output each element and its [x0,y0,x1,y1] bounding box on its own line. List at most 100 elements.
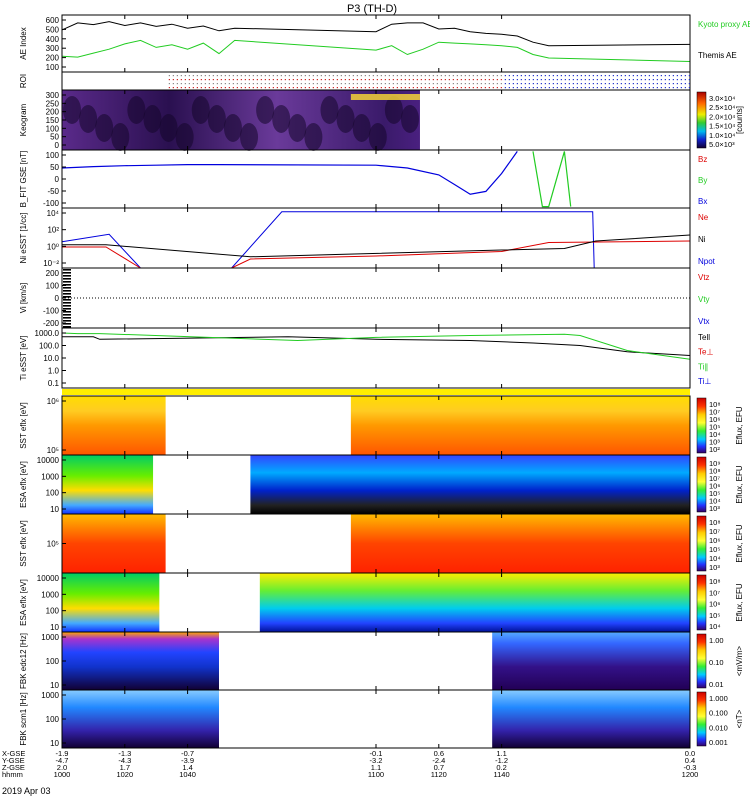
roi-mark [248,87,250,89]
roi-mark [352,75,354,77]
roi-mark [540,87,542,89]
roi-mark [508,83,510,85]
colorbar-tick-label: 10⁴ [709,430,721,439]
colorbar [696,633,707,689]
roi-mark [660,75,662,77]
y-tick-label: 50 [50,163,59,172]
series-npot [61,211,603,269]
roi-mark [368,83,370,85]
roi-mark [408,79,410,81]
roi-mark [564,87,566,89]
roi-mark [532,87,534,89]
roi-mark [624,79,626,81]
spectrogram-segment [492,690,690,748]
roi-mark [672,79,674,81]
colorbar-tick-label: 10⁴ [709,554,721,563]
legend-entry: Ti∥ [698,362,708,371]
ae-frame [61,14,691,73]
roi-mark [632,79,634,81]
roi-mark [480,75,482,77]
roi-mark [652,83,654,85]
roi-mark [508,75,510,77]
roi-mark [356,75,358,77]
roi-mark [404,87,406,89]
roi-mark [412,75,414,77]
vi-bar [63,293,71,295]
series-by [532,151,572,208]
roi-mark [516,75,518,77]
roi-mark [468,75,470,77]
roi-mark [656,83,658,85]
roi-mark [468,83,470,85]
roi-mark [392,75,394,77]
keogram-feature [400,105,419,133]
roi-mark [408,75,410,77]
roi-mark [196,75,198,77]
y-tick-label: 1000 [41,472,59,481]
footer-row-label: Y-GSE [2,756,25,765]
footer-value: 1.4 [182,763,192,772]
roi-mark [228,87,230,89]
roi-mark [176,79,178,81]
roi-mark [448,87,450,89]
roi-mark [224,79,226,81]
roi-mark [576,83,578,85]
roi-mark [340,79,342,81]
vi-bar [63,314,71,316]
footer-value: -1.3 [118,749,131,758]
roi-mark [396,87,398,89]
y-tick-label: 0.1 [48,379,60,388]
y-tick-label: 200 [46,269,60,278]
roi-mark [240,87,242,89]
colorbar-tick-label: 1.0×10⁴ [709,131,735,140]
roi-mark [660,83,662,85]
roi-mark [476,87,478,89]
panel-ylabel: ROI [19,74,28,88]
footer-value: 0.7 [434,763,444,772]
colorbar [696,397,707,454]
x-tick-label: 1040 [179,770,196,779]
roi-mark [644,83,646,85]
roi-mark [284,83,286,85]
roi-mark [192,79,194,81]
y-tick-label: 100.0 [39,342,60,351]
colorbar-tick-label: 10⁵ [709,423,720,432]
roi-mark [652,87,654,89]
roi-mark [176,75,178,77]
roi-mark [280,87,282,89]
roi-mark [632,87,634,89]
y-tick-label: 10² [47,226,59,235]
roi-mark [536,79,538,81]
roi-mark [396,75,398,77]
colorbar-tick-label: 0.001 [709,738,728,747]
roi-mark [220,79,222,81]
roi-mark [628,87,630,89]
roi-mark [676,87,678,89]
roi-mark [384,87,386,89]
roi-mark [276,79,278,81]
roi-mark [392,87,394,89]
roi-mark [180,75,182,77]
roi-mark [436,75,438,77]
roi-mark [252,83,254,85]
roi-mark [344,87,346,89]
roi-mark [544,75,546,77]
roi-mark [288,79,290,81]
roi-mark [180,87,182,89]
roi-mark [224,75,226,77]
roi-mark [584,79,586,81]
roi-mark [472,83,474,85]
date-label: 2019 Apr 03 [2,786,51,796]
colorbar-tick-label: 2.5×10⁴ [709,103,735,112]
roi-mark [428,83,430,85]
roi-mark [608,83,610,85]
footer-value: 0.0 [685,749,695,758]
roi-mark [600,79,602,81]
y-tick-label: 100 [46,489,60,498]
roi-mark [432,83,434,85]
spectrogram-segment [62,690,219,748]
spectrogram-segment [250,455,690,514]
roi-mark [412,87,414,89]
roi-mark [656,79,658,81]
roi-mark [644,79,646,81]
